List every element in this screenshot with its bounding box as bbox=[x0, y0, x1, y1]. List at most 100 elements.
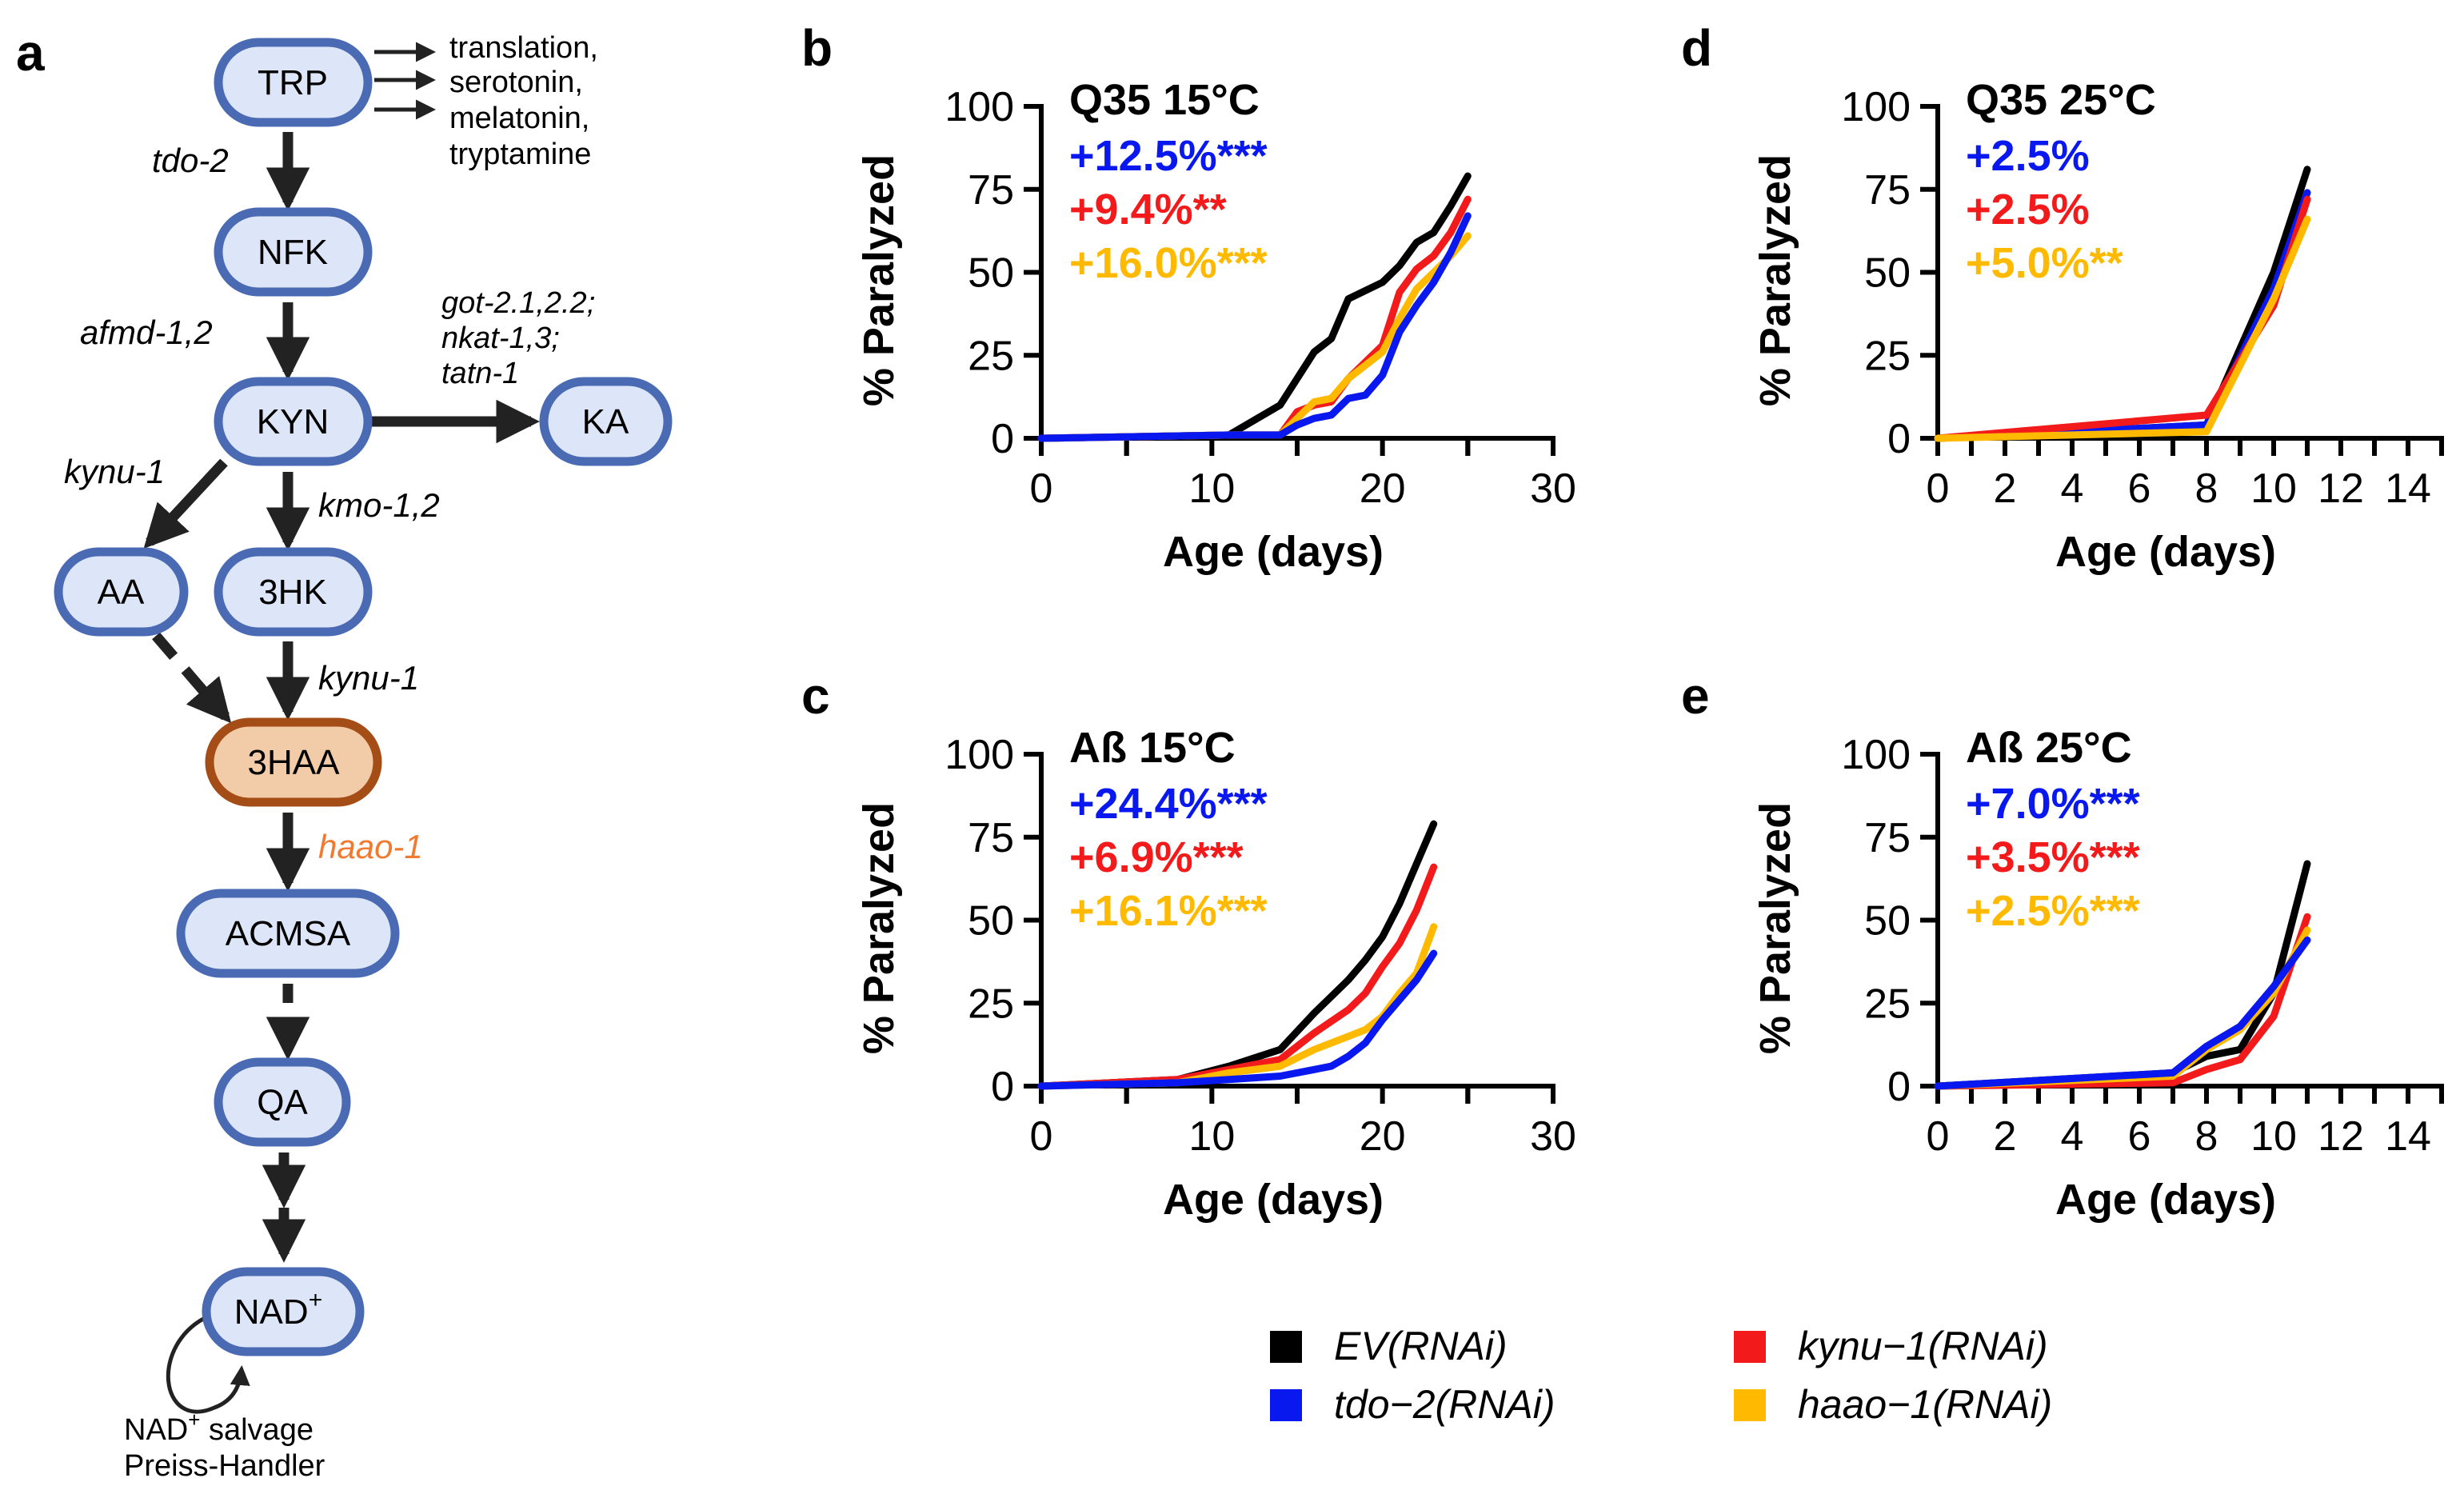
x-tick-label: 10 bbox=[1188, 465, 1235, 512]
chart-title: Q35 15°C bbox=[1069, 76, 1260, 124]
legend-label-ev: EV(RNAi) bbox=[1334, 1324, 1508, 1368]
x-tick-label: 10 bbox=[2250, 465, 2297, 512]
series-line-haao-1-rnai- bbox=[1037, 923, 1438, 1090]
x-axis-label: Age (days) bbox=[2055, 528, 2276, 576]
annotation-1: +9.4%** bbox=[1069, 186, 1227, 234]
node-kyn: KYN bbox=[214, 377, 373, 466]
node-nfk: NFK bbox=[214, 207, 373, 297]
x-tick-label: 20 bbox=[1360, 465, 1406, 512]
y-tick-label: 0 bbox=[1887, 416, 1911, 462]
x-tick-label: 0 bbox=[1030, 1113, 1053, 1160]
legend-item-kynu: kynu−1(RNAi) bbox=[1734, 1324, 2048, 1368]
node-3haa-label: 3HAA bbox=[248, 743, 341, 782]
node-ka: KA bbox=[539, 377, 673, 466]
legend-item-haao: haao−1(RNAi) bbox=[1734, 1382, 2052, 1427]
chart-panel-c: c 0 25 50 75 100 0 10 20 30 Age (days) % Paralyzed A… bbox=[801, 667, 1576, 1224]
node-qa: QA bbox=[214, 1057, 351, 1147]
chart-title: Aß 25°C bbox=[1966, 724, 2132, 772]
annotation-0: +7.0%*** bbox=[1966, 780, 2140, 828]
x-tick-label: 12 bbox=[2318, 465, 2364, 512]
node-qa-label: QA bbox=[257, 1083, 308, 1122]
legend: EV(RNAi) tdo−2(RNAi) kynu−1(RNAi) haao−1… bbox=[1270, 1324, 2052, 1427]
salvage-line-2: Preiss-Handler bbox=[124, 1449, 325, 1483]
annotation-2: +5.0%** bbox=[1966, 239, 2123, 287]
y-tick-label: 0 bbox=[991, 1064, 1014, 1110]
node-aa: AA bbox=[54, 547, 189, 637]
trp-fate-2: serotonin, bbox=[449, 66, 583, 99]
arrow-aa-3haa-dashed bbox=[152, 632, 232, 724]
x-tick-label: 20 bbox=[1360, 1113, 1406, 1160]
enzyme-haao: haao-1 bbox=[318, 828, 423, 865]
salvage-line-1: NAD+ salvage bbox=[124, 1408, 313, 1447]
legend-swatch-haao bbox=[1734, 1389, 1766, 1421]
x-tick-label: 10 bbox=[1188, 1113, 1235, 1160]
x-tick-label: 0 bbox=[1030, 465, 1053, 512]
node-nfk-label: NFK bbox=[258, 233, 328, 272]
legend-label-kynu: kynu−1(RNAi) bbox=[1798, 1324, 2048, 1368]
trp-fate-1: translation, bbox=[449, 31, 598, 65]
x-tick-label: 6 bbox=[2128, 465, 2151, 512]
arrow-nad-salvage bbox=[166, 1313, 250, 1414]
legend-label-haao: haao−1(RNAi) bbox=[1798, 1382, 2052, 1427]
y-tick-label: 50 bbox=[968, 250, 1014, 297]
y-axis-label: % Paralyzed bbox=[1751, 802, 1799, 1054]
chart-panel-b: b 0 25 50 75 100 0 10 20 30 Age (days) % Paralyzed Q… bbox=[801, 19, 1576, 576]
y-tick-label: 75 bbox=[1864, 815, 1911, 861]
node-3haa: 3HAA bbox=[205, 717, 382, 807]
y-tick-label: 100 bbox=[944, 732, 1014, 778]
panel-letter-c: c bbox=[801, 667, 830, 725]
y-tick-label: 25 bbox=[968, 333, 1014, 379]
trp-fate-3: melatonin, bbox=[449, 102, 589, 135]
x-tick-label: 2 bbox=[1994, 465, 2017, 512]
y-tick-label: 25 bbox=[968, 981, 1014, 1027]
node-3hk-label: 3HK bbox=[258, 573, 327, 612]
panel-a-pathway: a TRP NFK bbox=[16, 24, 673, 1483]
enzyme-kynu-left: kynu-1 bbox=[64, 453, 165, 490]
y-tick-label: 0 bbox=[991, 416, 1014, 462]
chart-title: Q35 25°C bbox=[1966, 76, 2156, 124]
x-axis-label: Age (days) bbox=[1163, 1176, 1384, 1224]
enzyme-kynu-right: kynu-1 bbox=[318, 659, 419, 697]
x-tick-label: 12 bbox=[2318, 1113, 2364, 1160]
x-tick-label: 30 bbox=[1530, 465, 1576, 512]
panel-letter-e: e bbox=[1681, 667, 1710, 725]
series-line-tdo-2-rnai- bbox=[1037, 949, 1438, 1090]
panel-letter-d: d bbox=[1681, 19, 1712, 77]
enzyme-ka-line-3: tatn-1 bbox=[441, 357, 519, 390]
x-tick-label: 0 bbox=[1927, 465, 1950, 512]
y-tick-label: 75 bbox=[968, 167, 1014, 214]
series-line-haao-1-rnai- bbox=[1934, 215, 2311, 442]
annotation-1: +2.5% bbox=[1966, 186, 2090, 234]
x-tick-label: 10 bbox=[2250, 1113, 2297, 1160]
x-tick-label: 4 bbox=[2061, 1113, 2084, 1160]
legend-label-tdo: tdo−2(RNAi) bbox=[1334, 1382, 1555, 1427]
x-axis-label: Age (days) bbox=[1163, 528, 1384, 576]
y-tick-label: 100 bbox=[1841, 732, 1911, 778]
legend-item-tdo: tdo−2(RNAi) bbox=[1270, 1382, 1555, 1427]
chart-title: Aß 15°C bbox=[1069, 724, 1236, 772]
annotation-1: +3.5%*** bbox=[1966, 833, 2140, 881]
series-line-tdo-2-rnai- bbox=[1037, 212, 1472, 442]
trp-fate-4: tryptamine bbox=[449, 138, 591, 171]
node-nad-label: NAD+ bbox=[234, 1287, 322, 1332]
x-tick-label: 30 bbox=[1530, 1113, 1576, 1160]
x-tick-label: 8 bbox=[2195, 1113, 2218, 1160]
x-tick-label: 2 bbox=[1994, 1113, 2017, 1160]
node-trp: TRP bbox=[214, 38, 373, 127]
node-nad: NAD+ bbox=[202, 1267, 365, 1356]
annotation-2: +2.5%*** bbox=[1966, 887, 2140, 935]
y-tick-label: 50 bbox=[1864, 898, 1911, 945]
y-tick-label: 50 bbox=[968, 898, 1014, 945]
x-tick-label: 14 bbox=[2385, 1113, 2431, 1160]
y-axis-label: % Paralyzed bbox=[855, 802, 903, 1054]
node-ka-label: KA bbox=[582, 402, 629, 441]
enzyme-ka-line-2: nkat-1,3; bbox=[441, 322, 560, 355]
y-tick-label: 75 bbox=[1864, 167, 1911, 214]
arrow-kyn-aa bbox=[143, 458, 228, 549]
annotation-2: +16.1%*** bbox=[1069, 887, 1268, 935]
x-tick-label: 0 bbox=[1927, 1113, 1950, 1160]
y-tick-label: 50 bbox=[1864, 250, 1911, 297]
y-tick-label: 100 bbox=[944, 84, 1014, 130]
node-acmsa-label: ACMSA bbox=[226, 914, 351, 953]
